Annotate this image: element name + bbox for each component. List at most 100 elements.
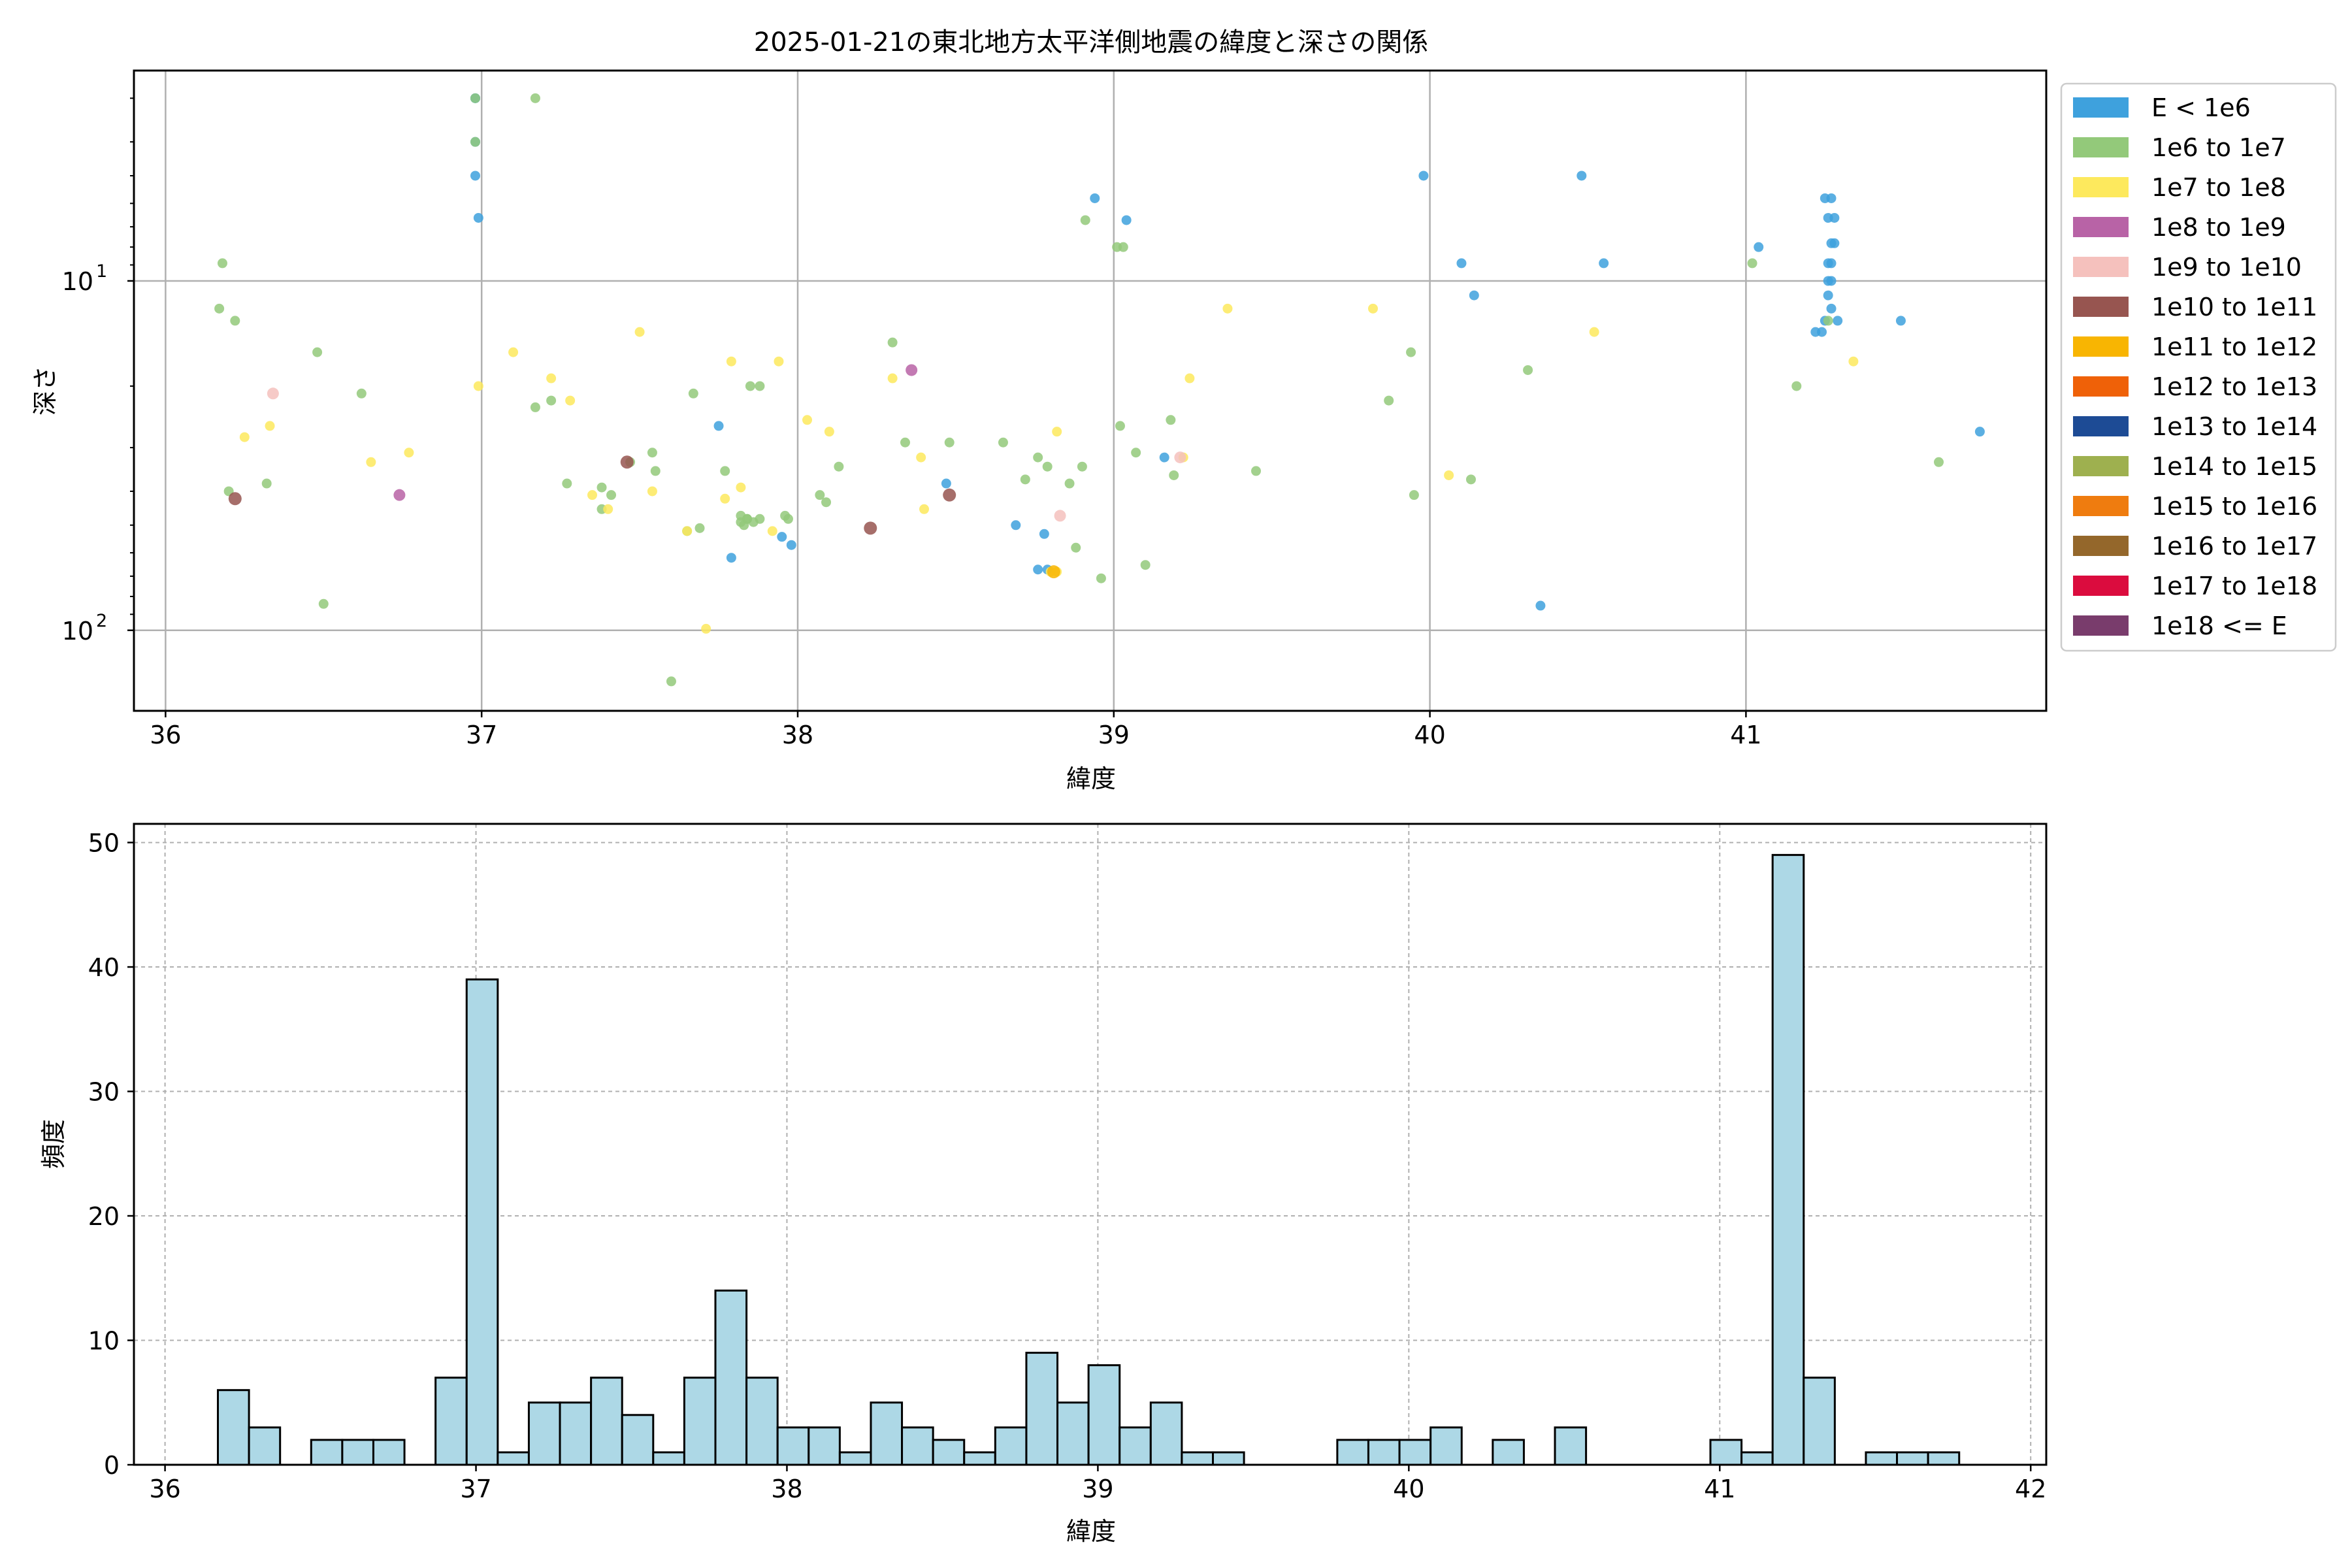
histogram-ylabel: 頻度: [39, 1119, 68, 1169]
scatter-point: [1368, 303, 1379, 314]
histogram-xtick-label: 40: [1393, 1475, 1424, 1503]
scatter-point: [1169, 470, 1179, 480]
scatter-point: [356, 388, 367, 399]
scatter-point: [1166, 415, 1176, 425]
scatter-point: [1829, 212, 1840, 223]
histogram-bars: [217, 854, 1961, 1466]
scatter-point: [318, 598, 329, 609]
scatter-point: [815, 490, 825, 500]
scatter-chart: 2025-01-21の東北地方太平洋側地震の緯度と深さの関係 36 37 38 39 4…: [31, 27, 2337, 793]
scatter-point: [1456, 258, 1467, 269]
scatter-ytick-exponent: 2: [96, 611, 107, 631]
legend-label: 1e9 to 1e10: [2151, 253, 2302, 282]
scatter-point: [802, 415, 812, 425]
histogram-ytick-label: 30: [88, 1078, 120, 1107]
scatter-point: [726, 356, 736, 367]
scatter-point: [230, 316, 240, 326]
legend-swatch: [2073, 257, 2129, 277]
scatter-point: [736, 482, 746, 493]
scatter-point: [1791, 381, 1802, 391]
scatter-point: [682, 526, 693, 536]
scatter-frame: [133, 69, 2048, 712]
histogram-bar: [1181, 1451, 1214, 1466]
scatter-point: [546, 395, 557, 406]
legend-label: 1e15 to 1e16: [2151, 492, 2317, 521]
scatter-point: [919, 504, 930, 514]
scatter-point: [217, 258, 227, 269]
scatter-point: [1090, 193, 1100, 203]
histogram-ytick-label: 40: [88, 953, 120, 982]
histogram-bar: [497, 1451, 530, 1466]
scatter-point: [1054, 510, 1066, 522]
legend-label: 1e16 to 1e17: [2151, 532, 2317, 561]
scatter-point: [603, 504, 613, 514]
scatter-point: [1384, 395, 1394, 406]
histogram-frame: [133, 823, 2048, 1466]
histogram-bar: [1771, 854, 1805, 1466]
histogram-ytick-label: 10: [88, 1327, 120, 1356]
scatter-point: [1418, 171, 1429, 181]
scatter-point: [783, 514, 793, 524]
scatter-point: [239, 432, 250, 442]
scatter-xlabel: 緯度: [1066, 764, 1116, 793]
scatter-point: [587, 490, 598, 500]
scatter-point: [1409, 490, 1419, 500]
legend-label: 1e6 to 1e7: [2151, 133, 2286, 162]
scatter-point: [1131, 448, 1141, 458]
histogram-bar: [1492, 1439, 1525, 1466]
scatter-point: [366, 457, 376, 467]
histogram-bar: [714, 1289, 748, 1466]
histogram-bar: [1896, 1451, 1929, 1466]
legend-label: 1e11 to 1e12: [2151, 333, 2317, 361]
histogram-bar: [932, 1439, 966, 1466]
scatter-point: [1754, 242, 1764, 252]
scatter-point: [736, 517, 746, 527]
legend-box: [2060, 82, 2337, 652]
scatter-grid: [134, 71, 2046, 711]
scatter-point: [1406, 347, 1416, 357]
scatter-point: [1052, 427, 1062, 437]
legend-swatch: [2073, 536, 2129, 556]
scatter-point: [720, 466, 730, 476]
scatter-ylabel: 深さ: [31, 366, 59, 416]
scatter-point: [546, 373, 557, 384]
histogram-bar: [776, 1426, 810, 1466]
histogram-bar: [994, 1426, 1028, 1466]
histogram-bar: [341, 1439, 374, 1466]
scatter-legend: E < 1e6 1e6 to 1e7 1e7 to 1e8 1e8 to 1e9 1e9…: [2060, 82, 2337, 652]
legend-swatch: [2073, 177, 2129, 197]
scatter-point: [562, 478, 572, 489]
scatter-point: [1823, 290, 1833, 301]
histogram-bar: [745, 1377, 779, 1466]
histogram-bar: [808, 1426, 841, 1466]
legend-label: 1e8 to 1e9: [2151, 213, 2286, 242]
scatter-point: [265, 421, 275, 431]
scatter-point: [824, 427, 834, 437]
scatter-point: [647, 448, 657, 458]
legend-swatch: [2073, 97, 2129, 118]
histogram-xlabel: 緯度: [1066, 1517, 1116, 1546]
histogram-ytick-label: 20: [88, 1202, 120, 1231]
scatter-point: [1747, 258, 1757, 269]
histogram-bar: [1740, 1451, 1774, 1466]
scatter-point: [1444, 470, 1454, 480]
histogram-bar: [1927, 1451, 1961, 1466]
scatter-point: [393, 489, 406, 501]
scatter-point: [900, 437, 910, 448]
scatter-point: [1826, 193, 1837, 203]
scatter-point: [1934, 457, 1944, 467]
scatter-point: [944, 437, 955, 448]
scatter-point: [1823, 316, 1833, 326]
histogram-bar: [683, 1377, 717, 1466]
legend-swatch: [2073, 217, 2129, 237]
legend-label: 1e14 to 1e15: [2151, 452, 2317, 481]
histogram-bar: [1211, 1451, 1245, 1466]
scatter-point: [1011, 520, 1021, 531]
scatter-point: [1033, 452, 1043, 463]
histogram-xtick-label: 36: [149, 1475, 180, 1503]
scatter-point: [1222, 303, 1233, 314]
scatter-point: [1064, 478, 1075, 489]
scatter-point: [666, 676, 676, 687]
scatter-point: [596, 482, 607, 493]
scatter-point: [1020, 474, 1030, 485]
